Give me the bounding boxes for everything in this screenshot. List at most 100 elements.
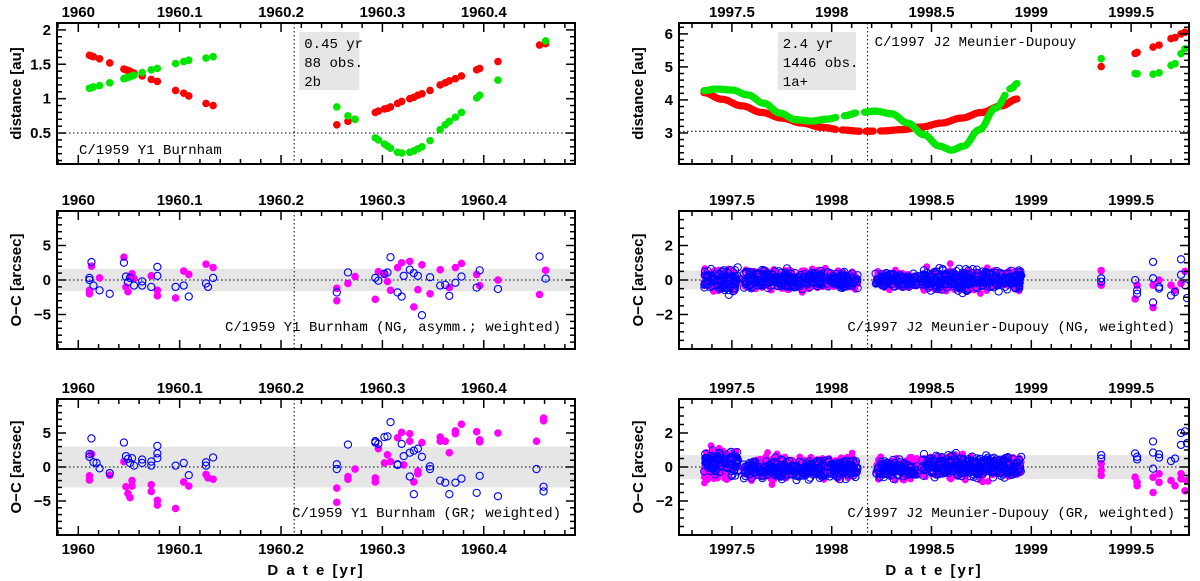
dec-residual-point [374,276,383,285]
dec-residual-point [792,461,801,470]
dec-residual-point [964,279,974,288]
dec-residual-point [129,281,139,290]
dec-residual-point [85,273,94,283]
dec-residual-point [425,273,435,282]
heliocentric-distance-point [332,120,341,129]
dec-residual-point [119,438,129,447]
dec-residual-point [147,457,156,466]
ra-residual-point [979,478,987,486]
heliocentric-distance-point [386,103,395,111]
ra-residual-point [1183,476,1189,485]
geocentric-distance-point [426,136,434,145]
ra-residual-point [1097,471,1105,480]
x-tick-label-top: 1998.5 [909,192,955,209]
dec-residual-point [948,281,958,291]
dec-residual-point [1097,277,1106,286]
dec-residual-point [171,461,180,470]
x-tick-label-top: 1999.5 [1108,380,1154,397]
dec-residual-point [874,275,883,284]
dec-residual-point [726,452,735,461]
ra-residual-point [472,427,481,436]
dec-residual-point [1132,289,1142,298]
x-tick-label-bottom: 1960 [62,541,95,558]
ra-residual-point [436,265,444,274]
ra-residual-point [445,448,454,457]
dec-residual-point [457,474,466,483]
ra-residual-point [539,416,548,425]
dec-residual-point [972,466,981,475]
ra-residual-point [332,484,341,492]
y-tick-label: 2 [665,238,673,255]
dec-residual-point [841,278,850,287]
geocentric-distance-point [184,56,193,64]
dec-residual-point [898,282,907,291]
heliocentric-distance-point [426,86,434,95]
ra-residual-point [451,263,460,272]
dec-residual-point [1009,454,1018,464]
dec-residual-point [451,478,460,487]
ra-residual-point [457,420,466,428]
ra-residual-point [535,290,544,299]
dec-residual-point [951,448,960,458]
dec-residual-point [938,469,947,478]
dec-residual-point [812,469,821,478]
dec-residual-point [1176,255,1186,264]
dec-residual-point [201,461,211,470]
ra-residual-point [418,438,426,447]
distance-curve-point-geocentric [1001,91,1009,99]
dec-residual-point [1016,467,1025,476]
panel-title: C/1959 Y1 Burnham [79,143,222,159]
info-box-line: 1a+ [783,75,808,91]
distance-curve-point-geocentric [832,113,840,122]
dec-residual-point [778,469,787,478]
x-tick-label-top: 1960 [62,192,95,209]
ra-residual-point [179,478,188,486]
geocentric-distance-point [344,112,352,120]
ra-residual-point [1177,279,1185,288]
heliocentric-distance-point [89,52,98,61]
dec-residual-point [493,492,503,501]
heliocentric-distance-point [451,74,460,83]
x-axis-title: D a t e [yr] [885,562,982,579]
x-tick-label-top: 1960.1 [157,380,203,397]
dec-residual-point [752,269,761,279]
ra-residual-point [1167,476,1175,485]
dec-residual-point [119,258,129,267]
dec-residual-point [493,284,503,294]
y-tick-label: 1 [43,91,51,108]
ra-residual-point [128,476,136,485]
dec-residual-point [850,467,860,476]
dec-residual-point [982,464,992,474]
x-tick-label-top: 1998 [815,192,848,209]
dec-residual-point [332,464,341,474]
x-tick-label-top: 1999 [1015,380,1048,397]
dec-residual-point [756,468,765,477]
dec-residual-point [1130,275,1140,285]
dec-residual-point [943,275,952,284]
dec-residual-point [754,464,763,473]
plot-area [57,399,575,535]
heliocentric-distance-point [147,75,156,84]
dec-residual-point [184,471,193,480]
dec-residual-point [129,461,139,470]
ra-residual-point [332,296,341,305]
dec-residual-point [961,285,971,294]
dec-residual-point [730,465,739,474]
dec-residual-point [1010,278,1019,288]
dec-residual-point [946,458,955,467]
ra-residual-point [184,270,193,279]
y-tick-label: 3 [665,125,673,142]
dec-residual-point [832,472,842,482]
ra-residual-point [445,283,454,292]
plot-frame [56,22,576,165]
y-tick-label: 0 [665,272,673,289]
dec-residual-point [948,466,957,476]
dec-residual-point [399,271,408,281]
dec-residual-point [994,459,1004,468]
geocentric-distance-point [418,143,426,151]
ra-residual-point [122,482,130,491]
dec-residual-point [919,266,928,275]
dec-residual-point [399,451,408,461]
dec-residual-point [824,282,833,291]
dec-residual-point [87,434,96,443]
